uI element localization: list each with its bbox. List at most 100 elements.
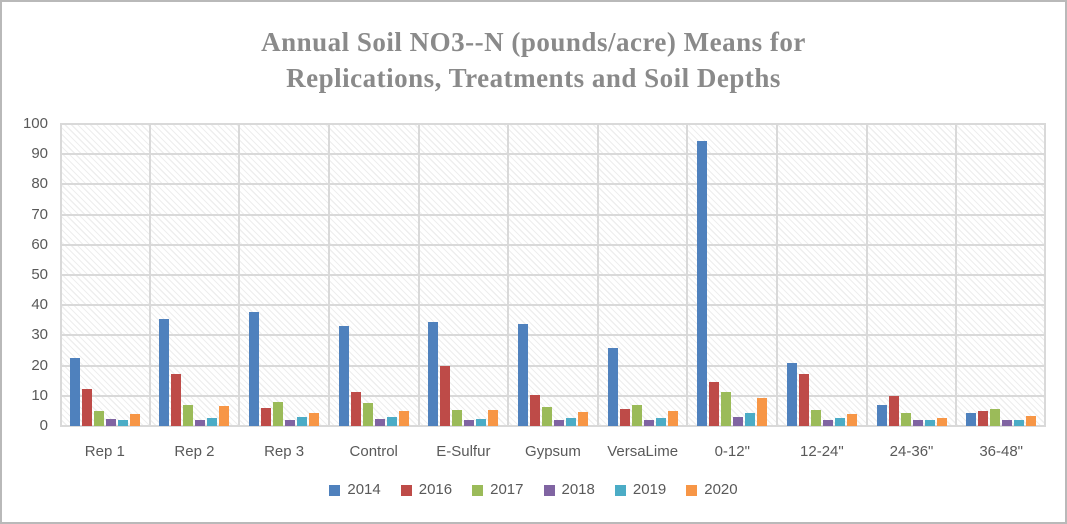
- y-tick-label-70: 70: [31, 205, 48, 223]
- legend-label-2019: 2019: [632, 481, 667, 498]
- bar-2014-versalime: [607, 348, 618, 426]
- legend-item-2019: 2019: [614, 481, 667, 498]
- bar-2020-e-sulfur: [488, 410, 499, 426]
- y-axis: 0 10 20 30 40 50 60 70 80 90 100: [2, 2, 48, 522]
- bar-2016-control: [350, 391, 361, 426]
- bar-2017-0-12: [721, 392, 732, 426]
- bar-2018-e-sulfur: [464, 419, 475, 426]
- bar-2019-rep-1: [117, 419, 128, 426]
- bar-2020-24-36: [936, 418, 947, 426]
- bar-2016-rep-2: [171, 374, 182, 426]
- x-tick-label-rep-3: Rep 3: [264, 443, 305, 460]
- gridline-h-80: [60, 183, 1046, 186]
- bar-2017-24-36: [900, 412, 911, 426]
- bar-2019-rep-3: [297, 417, 308, 426]
- x-tick-label-0-12: 0-12": [714, 443, 750, 460]
- bar-group-36-48: [956, 124, 1046, 426]
- legend-swatch-icon-2016: [400, 484, 412, 496]
- bar-2020-rep-1: [129, 413, 140, 426]
- y-tick-label-30: 30: [31, 326, 48, 344]
- legend-label-2018: 2018: [561, 481, 595, 498]
- legend-swatch-icon-2014: [329, 484, 341, 496]
- bar-group-rep-2: [150, 124, 240, 426]
- x-tick-label-control: Control: [349, 443, 398, 460]
- bar-2019-24-36: [924, 419, 935, 426]
- gridline-h-70: [60, 213, 1046, 216]
- gridline-h-10: [60, 394, 1046, 397]
- gridline-v-0: [60, 124, 62, 426]
- bar-group-rep-1: [60, 124, 150, 426]
- bar-2018-12-24: [822, 419, 833, 426]
- gridline-h-0: [60, 425, 1046, 427]
- bar-2016-36-48: [978, 411, 989, 426]
- bar-2018-rep-1: [105, 419, 116, 426]
- bar-2017-36-48: [990, 408, 1001, 426]
- bar-2020-control: [398, 411, 409, 426]
- legend-label-2016: 2016: [418, 481, 453, 498]
- bar-2020-rep-3: [309, 412, 320, 426]
- x-tick-label-36-48: 36-48": [979, 443, 1024, 460]
- bar-group-0-12: [687, 124, 777, 426]
- bar-2014-e-sulfur: [428, 321, 439, 426]
- gridline-h-90: [60, 153, 1046, 156]
- bar-2014-12-24: [786, 362, 797, 426]
- bar-2014-24-36: [876, 404, 887, 426]
- bar-2016-rep-1: [81, 389, 92, 426]
- gridline-v-6: [596, 124, 599, 426]
- x-tick-label-e-sulfur: E-Sulfur: [436, 443, 491, 460]
- legend-label-2017: 2017: [490, 481, 524, 498]
- y-tick-label-40: 40: [31, 296, 48, 314]
- bar-2014-rep-1: [69, 357, 80, 426]
- bar-2018-gypsum: [553, 419, 564, 426]
- bar-2020-rep-2: [219, 406, 230, 426]
- bar-2019-0-12: [745, 413, 756, 426]
- bar-2017-rep-1: [93, 411, 104, 426]
- chart-title: Annual Soil NO3--N (pounds/acre) Means f…: [261, 27, 806, 93]
- bar-2020-36-48: [1026, 416, 1037, 426]
- bar-2016-gypsum: [529, 394, 540, 426]
- bar-2016-versalime: [619, 408, 630, 426]
- y-tick-label-90: 90: [31, 145, 48, 163]
- gridline-v-8: [776, 124, 779, 426]
- x-tick-label-12-24: 12-24": [800, 443, 844, 460]
- gridline-v-7: [686, 124, 689, 426]
- legend-item-2017: 2017: [472, 481, 524, 498]
- legend-swatch-icon-2020: [686, 484, 698, 496]
- bar-group-control: [329, 124, 419, 426]
- bar-2014-gypsum: [517, 323, 528, 426]
- bar-2017-versalime: [631, 404, 642, 426]
- bar-2016-24-36: [888, 396, 899, 426]
- bar-2020-0-12: [757, 397, 768, 426]
- gridline-v-11: [1044, 124, 1046, 426]
- gridline-h-20: [60, 364, 1046, 367]
- gridline-h-30: [60, 334, 1046, 337]
- x-tick-label-gypsum: Gypsum: [525, 443, 581, 460]
- gridline-h-50: [60, 274, 1046, 276]
- bar-2017-12-24: [810, 410, 821, 426]
- x-tick-label-rep-1: Rep 1: [84, 443, 125, 460]
- bar-2018-rep-2: [195, 420, 206, 426]
- bar-2018-rep-3: [285, 420, 296, 426]
- gridline-h-100: [60, 123, 1046, 125]
- y-tick-label-10: 10: [31, 386, 48, 404]
- bar-2014-rep-3: [249, 312, 260, 426]
- bar-2018-24-36: [912, 420, 923, 426]
- y-tick-label-50: 50: [31, 266, 48, 283]
- bar-2017-rep-2: [183, 404, 194, 426]
- gridline-v-10: [955, 124, 958, 426]
- bar-2020-gypsum: [577, 411, 588, 426]
- gridline-v-3: [327, 124, 330, 426]
- gridline-v-1: [148, 124, 151, 426]
- bar-group-e-sulfur: [419, 124, 509, 426]
- legend-swatch-icon-2018: [543, 484, 555, 496]
- bar-2019-rep-2: [207, 418, 218, 426]
- bar-2019-36-48: [1014, 419, 1025, 426]
- y-tick-label-100: 100: [22, 115, 48, 132]
- legend-item-2016: 2016: [400, 481, 453, 498]
- x-tick-label-24-36: 24-36": [889, 443, 934, 460]
- legend-label-2014: 2014: [347, 481, 381, 498]
- bar-2016-e-sulfur: [440, 365, 451, 426]
- y-tick-label-80: 80: [31, 175, 48, 193]
- bar-2018-control: [374, 419, 385, 426]
